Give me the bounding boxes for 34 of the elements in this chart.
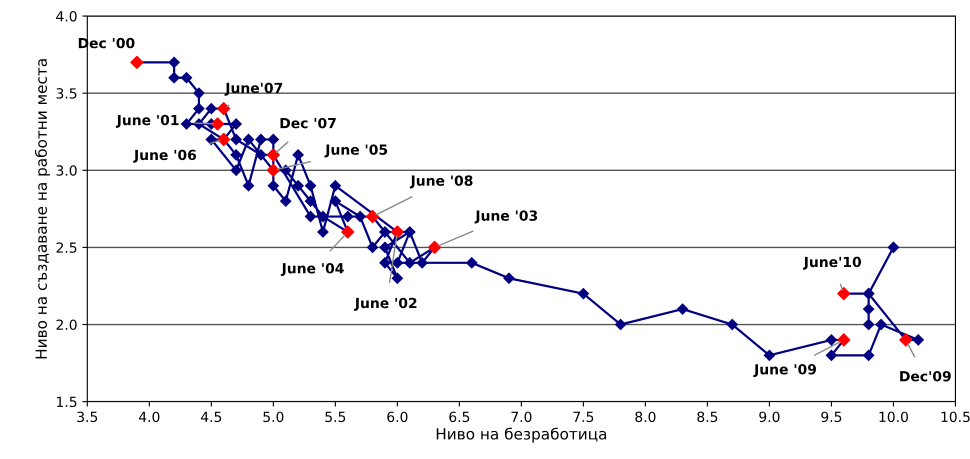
y-tick-label: 3.5 bbox=[56, 88, 76, 99]
annotation: June '05 bbox=[324, 144, 388, 158]
x-tick-label: 3.5 bbox=[77, 412, 98, 422]
annotation: June '09 bbox=[753, 364, 816, 378]
y-tick-label: 2.0 bbox=[56, 319, 77, 330]
y-axis-title: Ниво на създаване на работни места bbox=[34, 59, 50, 358]
x-tick-label: 6.0 bbox=[387, 412, 408, 422]
annotation: June '03 bbox=[474, 210, 538, 224]
annotation: Dec '07 bbox=[280, 118, 336, 128]
annotation: June '02 bbox=[354, 298, 416, 311]
y-tick-label: 4.0 bbox=[56, 11, 77, 22]
x-tick-label: 10.0 bbox=[880, 412, 908, 422]
x-tick-label: 9.0 bbox=[759, 412, 780, 422]
x-tick-label: 7.0 bbox=[511, 412, 532, 422]
x-tick-label: 10.5 bbox=[942, 412, 970, 422]
annotation: June '04 bbox=[280, 263, 344, 276]
annotation: June '01 bbox=[116, 114, 179, 128]
x-axis-title: Ниво на безработица bbox=[436, 428, 606, 443]
annotation: Dec'09 bbox=[900, 370, 951, 382]
x-tick-label: 5.5 bbox=[325, 412, 346, 422]
annotation: June '06 bbox=[133, 150, 196, 163]
x-tick-label: 4.0 bbox=[138, 412, 160, 422]
x-tick-label: 6.5 bbox=[449, 412, 470, 422]
x-tick-label: 4.5 bbox=[200, 412, 222, 422]
y-tick-label: 2.5 bbox=[56, 242, 76, 253]
y-tick-label: 3.0 bbox=[56, 165, 77, 176]
annotation: June'10 bbox=[802, 256, 862, 270]
x-tick-label: 7.5 bbox=[573, 412, 594, 422]
x-tick-label: 9.5 bbox=[821, 412, 842, 422]
annotation: June '08 bbox=[410, 175, 473, 188]
x-tick-label: 8.5 bbox=[697, 412, 718, 422]
y-tick-label: 1.5 bbox=[57, 396, 76, 408]
x-tick-label: 8.0 bbox=[635, 412, 656, 422]
x-tick-label: 5.0 bbox=[263, 412, 284, 422]
